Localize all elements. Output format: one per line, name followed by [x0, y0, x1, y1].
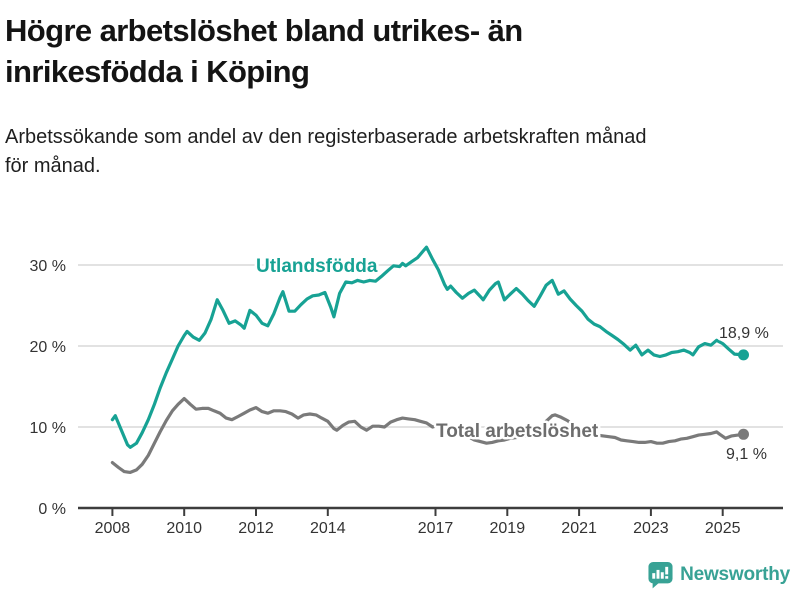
x-tick-label-2023: 2023	[633, 520, 669, 537]
series-end-dot-total	[738, 428, 749, 440]
x-tick-label-2010: 2010	[166, 520, 202, 537]
newsworthy-bubble-chart-icon	[648, 562, 673, 589]
y-tick-label-0: 0 %	[38, 501, 66, 518]
x-tick-label-2021: 2021	[561, 520, 597, 537]
series-line-utlandsfodda	[110, 245, 746, 449]
end-value-label-total: 9,1 %	[726, 446, 767, 463]
page-title: Högre arbetslöshet bland utrikes- än inr…	[5, 10, 795, 92]
title-line-1: Högre arbetslöshet bland utrikes- än	[5, 13, 523, 48]
y-tick-label-20: 20 %	[30, 339, 66, 356]
series-end-dot-utlandsfodda	[738, 349, 749, 361]
chart-subtitle: Arbetssökande som andel av den registerb…	[5, 123, 795, 181]
series-label-total: Total arbetslöshet	[436, 421, 599, 442]
x-tick-label-2008: 2008	[95, 520, 131, 537]
x-tick-label-2025: 2025	[705, 520, 741, 537]
newsworthy-logo[interactable]: Newsworthy	[648, 561, 790, 589]
series-line-total	[110, 397, 746, 474]
subtitle-line-2: för månad.	[5, 155, 101, 177]
y-tick-label-10: 10 %	[30, 420, 66, 437]
newsworthy-wordmark: Newsworthy	[680, 564, 790, 585]
title-line-2: inrikesfödda i Köping	[5, 54, 310, 89]
series-label-utlandsfodda: Utlandsfödda	[256, 256, 378, 277]
x-tick-label-2012: 2012	[238, 520, 274, 537]
y-tick-label-30: 30 %	[30, 258, 66, 275]
x-tick-label-2014: 2014	[310, 520, 346, 537]
x-tick-label-2019: 2019	[490, 520, 526, 537]
subtitle-line-1: Arbetssökande som andel av den registerb…	[5, 126, 647, 148]
end-value-label-utlandsfodda: 18,9 %	[719, 325, 769, 342]
x-tick-label-2017: 2017	[418, 520, 454, 537]
header: Högre arbetslöshet bland utrikes- än inr…	[5, 10, 795, 181]
